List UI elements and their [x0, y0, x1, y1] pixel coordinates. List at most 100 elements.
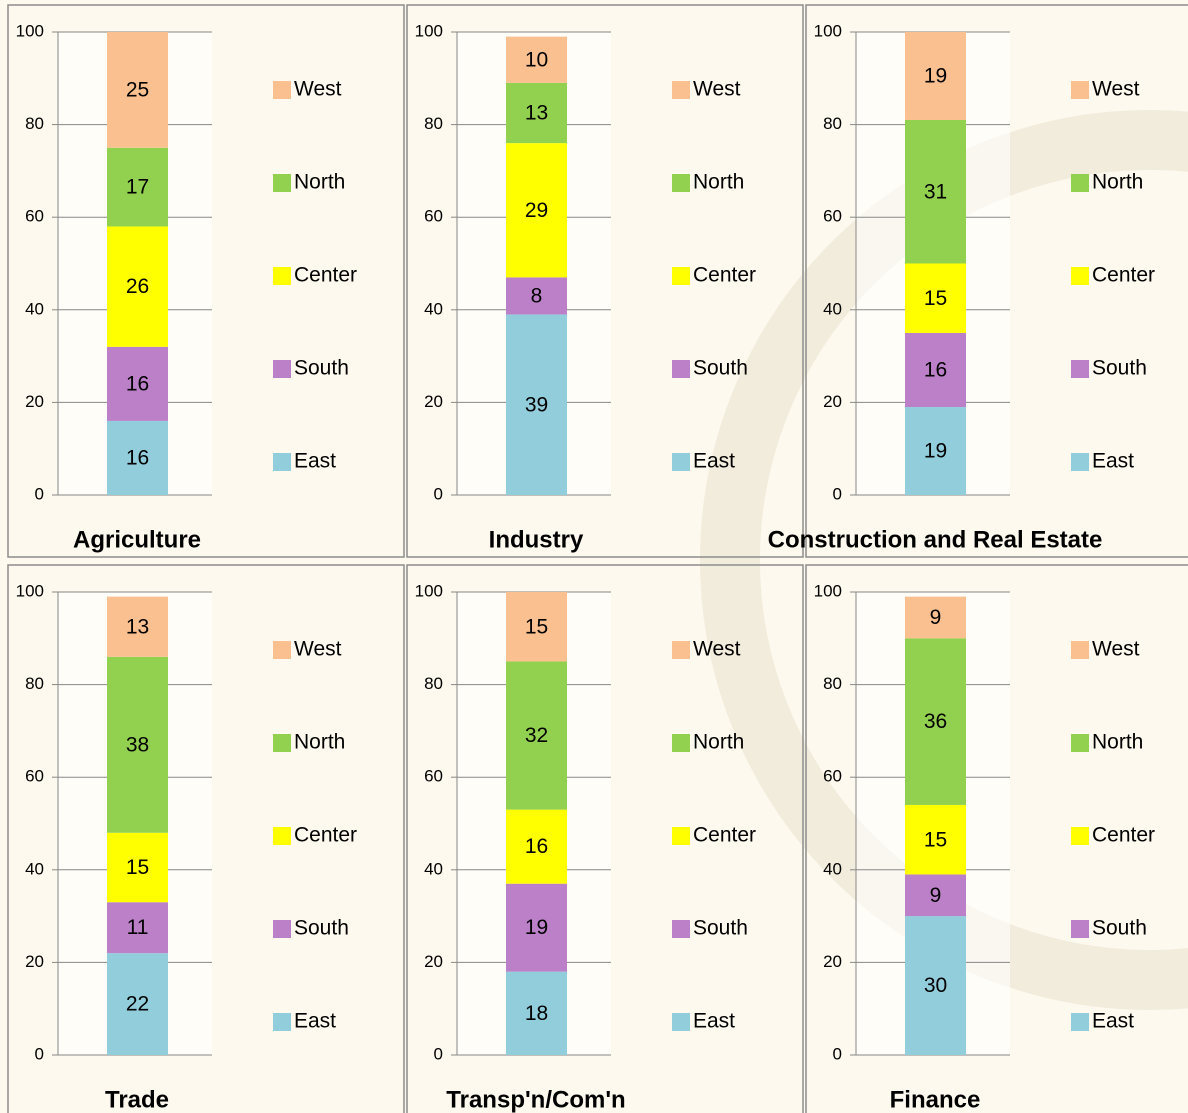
data-label: 15 [924, 828, 947, 851]
legend-swatch [273, 453, 291, 471]
legend-label: North [693, 731, 744, 754]
legend-swatch [1071, 641, 1089, 659]
legend-swatch [1071, 360, 1089, 378]
legend-swatch [672, 453, 690, 471]
legend-label: West [1092, 78, 1140, 101]
legend-swatch [1071, 81, 1089, 99]
data-label: 16 [924, 359, 947, 382]
legend-swatch [672, 920, 690, 938]
data-label: 16 [126, 372, 149, 395]
y-tick-label: 40 [25, 859, 44, 878]
legend-swatch [273, 360, 291, 378]
data-label: 22 [126, 993, 149, 1016]
bar-segment [107, 596, 168, 657]
legend-swatch [273, 734, 291, 752]
y-tick-label: 60 [823, 207, 842, 226]
y-tick-label: 60 [25, 207, 44, 226]
panel-border [406, 564, 804, 1113]
data-label: 19 [924, 65, 947, 88]
y-tick-label: 100 [415, 21, 443, 40]
legend-swatch [1071, 920, 1089, 938]
data-label: 13 [525, 102, 548, 125]
data-label: 10 [525, 48, 548, 71]
legend-label: North [294, 171, 345, 194]
legend-label: Center [693, 824, 756, 847]
bar-segment [506, 82, 567, 144]
chart-panel: 0 20 40 60 80 100 39 8 29 13 10 East South Center Nort… [406, 4, 804, 558]
panel-border [7, 4, 405, 558]
y-tick-label: 60 [25, 767, 44, 786]
bar-segment [506, 277, 567, 315]
data-label: 32 [525, 724, 548, 747]
chart-panel: 0 20 40 60 80 100 22 11 15 38 13 East South Center Nor… [7, 564, 405, 1113]
bar-segment [107, 902, 168, 954]
data-label: 11 [127, 916, 149, 939]
legend-swatch [273, 827, 291, 845]
legend-swatch [1071, 827, 1089, 845]
y-tick-label: 40 [823, 299, 842, 318]
chart-panel: 0 20 40 60 80 100 16 16 26 17 25 East South Center Nor… [7, 4, 405, 558]
chart-title: Transp'n/Com'n [446, 1086, 625, 1113]
y-tick-label: 0 [833, 484, 842, 503]
data-label: 29 [525, 199, 548, 222]
bar-segment [107, 32, 168, 148]
data-label: 26 [126, 275, 149, 298]
legend-label: Center [1092, 264, 1155, 287]
legend-label: North [1092, 731, 1143, 754]
legend-swatch [1071, 1013, 1089, 1031]
bar-segment [905, 32, 966, 120]
legend-swatch [273, 81, 291, 99]
data-label: 30 [924, 974, 947, 997]
y-tick-label: 40 [25, 299, 44, 318]
legend-label: East [693, 450, 735, 473]
legend-label: Center [294, 824, 357, 847]
y-tick-label: 80 [25, 674, 44, 693]
bar-segment [107, 147, 168, 227]
data-label: 25 [126, 78, 149, 101]
legend-label: West [1092, 638, 1140, 661]
data-label: 17 [126, 176, 149, 199]
y-tick-label: 80 [25, 114, 44, 133]
data-label: 39 [525, 393, 548, 416]
legend-swatch [672, 1013, 690, 1031]
legend-label: Center [693, 264, 756, 287]
y-tick-label: 20 [424, 952, 443, 971]
legend-swatch [273, 174, 291, 192]
legend-label: East [1092, 1010, 1134, 1033]
chart-title: Construction and Real Estate [768, 526, 1103, 553]
legend-swatch [672, 360, 690, 378]
chart-title: Trade [105, 1086, 169, 1113]
chart-title: Industry [489, 526, 584, 553]
bar-segment [506, 36, 567, 83]
legend-swatch [672, 827, 690, 845]
y-tick-label: 80 [823, 674, 842, 693]
y-tick-label: 60 [424, 207, 443, 226]
legend-swatch [672, 641, 690, 659]
bar-segment [506, 592, 567, 662]
legend-swatch [273, 641, 291, 659]
bar-segment [107, 953, 168, 1055]
y-tick-label: 0 [434, 484, 443, 503]
y-tick-label: 80 [424, 114, 443, 133]
y-tick-label: 20 [25, 952, 44, 971]
bar-segment [905, 638, 966, 805]
y-tick-label: 0 [35, 1044, 44, 1063]
bar-segment [905, 263, 966, 333]
chart-panel: 0 20 40 60 80 100 19 16 15 31 19 East South Center Nor… [768, 4, 1188, 558]
legend-label: South [693, 357, 748, 380]
panel-border [7, 564, 405, 1113]
bar-segment [905, 804, 966, 875]
legend-label: West [693, 78, 741, 101]
y-tick-label: 40 [424, 859, 443, 878]
y-tick-label: 0 [833, 1044, 842, 1063]
legend-swatch [273, 267, 291, 285]
legend-label: North [294, 731, 345, 754]
bar-segment [905, 916, 966, 1055]
legend-swatch [273, 1013, 291, 1031]
data-label: 16 [126, 447, 149, 470]
legend-label: South [1092, 917, 1147, 940]
bar-segment [107, 226, 168, 347]
legend-label: South [693, 917, 748, 940]
bar-segment [506, 143, 567, 278]
bar-segment [506, 314, 567, 495]
